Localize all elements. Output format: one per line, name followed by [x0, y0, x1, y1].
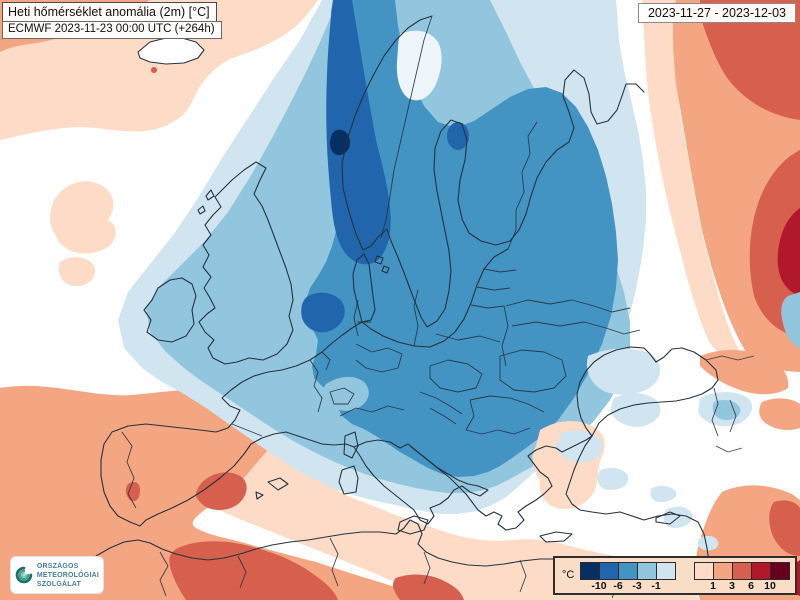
spiral-cyclone-icon	[15, 566, 33, 584]
model-run-label: ECMWF 2023-11-23 00:00 UTC (+264h)	[2, 21, 222, 40]
legend-tick-pos6: 6	[748, 580, 754, 592]
legend-tick-neg3: -3	[632, 580, 642, 592]
legend-cold-swatch-2	[600, 563, 619, 579]
color-legend: °C -10 -6 -3 -1 1 3 6 10	[553, 556, 797, 595]
legend-cold-bar	[580, 562, 676, 580]
legend-tick-neg10: -10	[591, 580, 607, 592]
legend-warm-swatch-1	[695, 563, 714, 579]
map-title: Heti hőmérséklet anomália (2m) [°C]	[2, 2, 217, 23]
logo-text: ORSZÁGOS METEOROLÓGIAI SZOLGÁLAT	[37, 562, 99, 589]
legend-tick-neg6: -6	[613, 580, 623, 592]
logo-text-line3: SZOLGÁLAT	[36, 580, 81, 588]
legend-tick-pos3: 3	[729, 580, 735, 592]
map-title-text: Heti hőmérséklet anomália (2m) [°C]	[8, 5, 210, 19]
legend-warm-swatch-4	[752, 563, 771, 579]
legend-cold-swatch-1	[581, 563, 600, 579]
cold-anomaly-regions	[118, 0, 646, 514]
legend-unit-label: °C	[562, 569, 575, 581]
legend-cold-swatch-4	[638, 563, 657, 579]
legend-tick-pos10: 10	[764, 580, 776, 592]
legend-tick-pos1: 1	[710, 580, 716, 592]
legend-tick-neg1: -1	[651, 580, 661, 592]
logo-text-line2: METEOROLÓGIAI	[36, 571, 99, 579]
country-borders	[121, 15, 755, 599]
legend-warm-swatch-3	[733, 563, 752, 579]
legend-warm-swatch-5	[771, 563, 789, 579]
forecast-period: 2023-11-27 - 2023-12-03	[637, 3, 796, 24]
legend-warm-bar	[694, 562, 790, 580]
met-service-logo: ORSZÁGOS METEOROLÓGIAI SZOLGÁLAT	[10, 556, 104, 594]
legend-cold-swatch-3	[619, 563, 638, 579]
forecast-period-text: 2023-11-27 - 2023-12-03	[647, 6, 786, 20]
model-run-text: ECMWF 2023-11-23 00:00 UTC (+264h)	[8, 23, 215, 35]
logo-text-line1: ORSZÁGOS	[36, 562, 79, 570]
legend-warm-swatch-2	[714, 563, 733, 579]
legend-cold-swatch-5	[657, 563, 675, 579]
